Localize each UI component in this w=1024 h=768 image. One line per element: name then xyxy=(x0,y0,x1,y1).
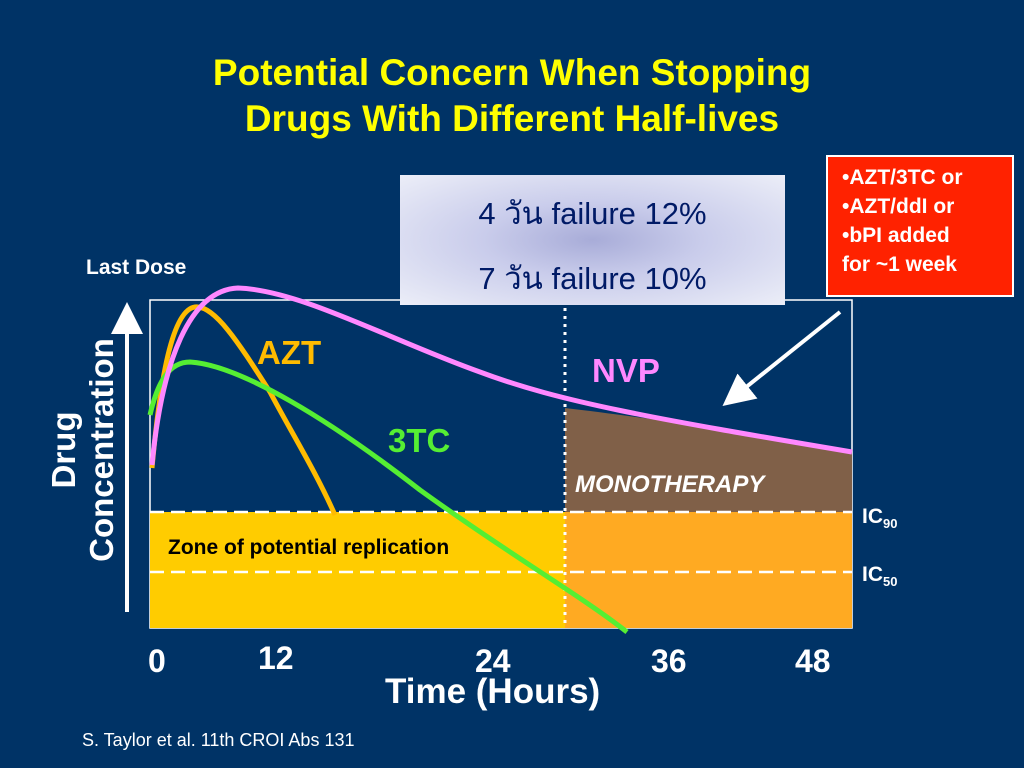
tc3-label: 3TC xyxy=(388,422,451,459)
title-line-1: Potential Concern When Stopping xyxy=(212,52,812,93)
replication-zone xyxy=(150,512,565,628)
failure-rate-box: 4 วัน failure 12% 7 วัน failure 10% xyxy=(400,175,785,305)
regimen-item-1: •AZT/3TC or xyxy=(842,166,963,189)
title-line-2: Drugs With Different Half-lives xyxy=(244,98,780,139)
tc3-curve xyxy=(147,359,629,634)
monotherapy-area xyxy=(565,408,852,512)
x-tick-0: 0 xyxy=(148,643,166,679)
nvp-curve xyxy=(149,285,853,466)
regimen-box: •AZT/3TC or •AZT/ddI or •bPI added for ~… xyxy=(826,155,1014,297)
failure-rate-4-days: 4 วัน failure 12% xyxy=(478,196,707,231)
x-tick-36: 36 xyxy=(651,643,687,679)
regimen-item-2: •AZT/ddI or xyxy=(842,195,955,218)
y-axis-label-line-2: Concentration xyxy=(83,338,120,562)
regimen-item-3: •bPI added xyxy=(842,224,950,247)
source-citation: S. Taylor et al. 11th CROI Abs 131 xyxy=(82,730,355,750)
ic50-label: IC50 xyxy=(862,563,898,590)
failure-rate-7-days: 7 วัน failure 10% xyxy=(478,261,707,296)
zone-label: Zone of potential replication xyxy=(168,536,450,559)
pointer-arrow xyxy=(722,310,842,406)
monotherapy-label: MONOTHERAPY xyxy=(575,471,765,498)
x-tick-12: 12 xyxy=(258,640,294,676)
last-dose-label: Last Dose xyxy=(86,256,187,279)
azt-label: AZT xyxy=(257,334,322,371)
x-tick-48: 48 xyxy=(795,643,831,679)
replication-zone-right xyxy=(565,512,852,628)
y-axis-label: Drug Concentration xyxy=(45,285,121,615)
nvp-label: NVP xyxy=(592,352,660,389)
x-axis-label: Time (Hours) xyxy=(385,672,601,711)
azt-curve xyxy=(149,304,338,517)
regimen-item-4: for ~1 week xyxy=(842,253,957,276)
slide-title: Potential Concern When Stopping Drugs Wi… xyxy=(0,50,1024,142)
x-tick-24: 24 xyxy=(475,643,511,679)
y-axis-label-line-1: Drug xyxy=(45,411,82,489)
ic90-label: IC90 xyxy=(862,505,898,532)
